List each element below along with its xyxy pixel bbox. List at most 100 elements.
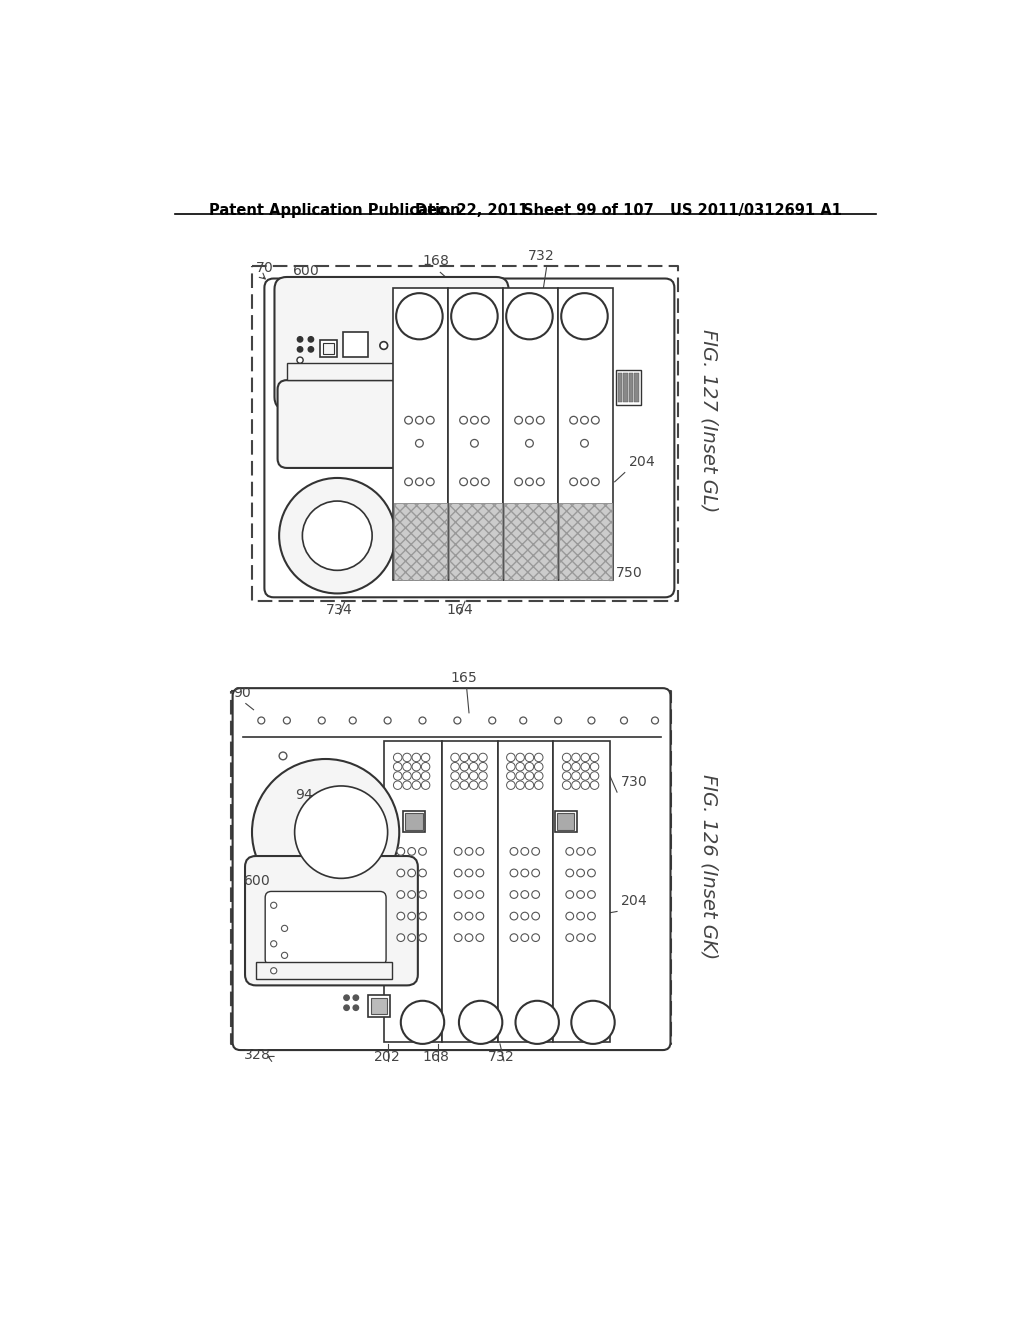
Circle shape (451, 754, 460, 762)
Circle shape (419, 891, 426, 899)
Circle shape (562, 754, 571, 762)
Circle shape (421, 781, 430, 789)
Circle shape (412, 781, 421, 789)
Circle shape (469, 781, 478, 789)
Circle shape (404, 416, 413, 424)
Circle shape (426, 478, 434, 486)
Circle shape (569, 416, 578, 424)
Text: FIG. 126 (Inset GK): FIG. 126 (Inset GK) (699, 774, 719, 960)
Circle shape (481, 416, 489, 424)
Circle shape (577, 847, 585, 855)
Text: $\mathit{\mathsf{600}}$: $\mathit{\mathsf{600}}$ (292, 264, 319, 279)
Circle shape (521, 933, 528, 941)
Bar (558, 288, 613, 581)
Circle shape (590, 772, 599, 780)
FancyBboxPatch shape (264, 279, 675, 598)
Circle shape (349, 717, 356, 723)
Circle shape (421, 763, 430, 771)
Circle shape (588, 891, 595, 899)
Circle shape (416, 478, 423, 486)
Circle shape (455, 847, 462, 855)
Circle shape (280, 752, 287, 760)
Circle shape (419, 869, 426, 876)
Circle shape (571, 763, 581, 771)
Circle shape (402, 781, 412, 789)
Circle shape (270, 903, 276, 908)
Circle shape (455, 891, 462, 899)
Circle shape (476, 933, 483, 941)
Circle shape (566, 869, 573, 876)
Circle shape (419, 847, 426, 855)
Circle shape (521, 891, 528, 899)
Circle shape (393, 763, 402, 771)
Text: $\mathit{\mathsf{750}}$: $\mathit{\mathsf{750}}$ (614, 565, 642, 579)
Circle shape (402, 772, 412, 780)
Circle shape (577, 891, 585, 899)
Circle shape (521, 847, 528, 855)
Circle shape (460, 416, 467, 424)
Circle shape (454, 717, 461, 723)
Circle shape (651, 717, 658, 723)
Bar (504, 503, 557, 581)
Bar (503, 288, 558, 581)
Circle shape (353, 995, 358, 1001)
FancyBboxPatch shape (265, 891, 386, 965)
Circle shape (408, 891, 416, 899)
Circle shape (393, 781, 402, 789)
Circle shape (515, 478, 522, 486)
Circle shape (416, 416, 423, 424)
Bar (449, 503, 503, 581)
Circle shape (384, 717, 391, 723)
Bar (634, 374, 639, 401)
Circle shape (412, 754, 421, 762)
Circle shape (455, 869, 462, 876)
Bar (559, 503, 612, 581)
Circle shape (469, 763, 478, 771)
FancyBboxPatch shape (278, 380, 452, 469)
Text: $\mathit{\mathsf{70}}$: $\mathit{\mathsf{70}}$ (255, 261, 273, 276)
Circle shape (282, 952, 288, 958)
Circle shape (353, 1005, 358, 1010)
Circle shape (478, 763, 487, 771)
Circle shape (455, 912, 462, 920)
Text: $\mathit{\mathsf{202}}$: $\mathit{\mathsf{202}}$ (373, 1049, 400, 1064)
Circle shape (535, 772, 543, 780)
Circle shape (465, 891, 473, 899)
Circle shape (471, 478, 478, 486)
Circle shape (408, 847, 416, 855)
Circle shape (460, 763, 469, 771)
Text: $\mathit{\mathsf{328}}$: $\mathit{\mathsf{328}}$ (243, 1048, 270, 1063)
Circle shape (270, 968, 276, 974)
Circle shape (297, 337, 303, 342)
Circle shape (465, 847, 473, 855)
Circle shape (566, 891, 573, 899)
Circle shape (308, 337, 313, 342)
Circle shape (581, 416, 589, 424)
Circle shape (397, 933, 404, 941)
Circle shape (590, 763, 599, 771)
Circle shape (460, 772, 469, 780)
Circle shape (400, 1001, 444, 1044)
Circle shape (521, 912, 528, 920)
Circle shape (516, 781, 524, 789)
Circle shape (252, 759, 399, 906)
Circle shape (478, 754, 487, 762)
Text: $\mathit{\mathsf{730}}$: $\mathit{\mathsf{730}}$ (621, 775, 647, 789)
Text: $\mathit{\mathsf{168}}$: $\mathit{\mathsf{168}}$ (423, 1049, 451, 1064)
Circle shape (421, 772, 430, 780)
Circle shape (397, 891, 404, 899)
Circle shape (588, 847, 595, 855)
Circle shape (451, 763, 460, 771)
Circle shape (318, 717, 326, 723)
FancyBboxPatch shape (406, 813, 423, 830)
Bar (393, 288, 449, 581)
Circle shape (295, 785, 388, 878)
Circle shape (566, 847, 573, 855)
Circle shape (393, 772, 402, 780)
Circle shape (510, 847, 518, 855)
Circle shape (577, 933, 585, 941)
Circle shape (577, 912, 585, 920)
Circle shape (566, 933, 573, 941)
Circle shape (581, 781, 590, 789)
Circle shape (476, 847, 483, 855)
